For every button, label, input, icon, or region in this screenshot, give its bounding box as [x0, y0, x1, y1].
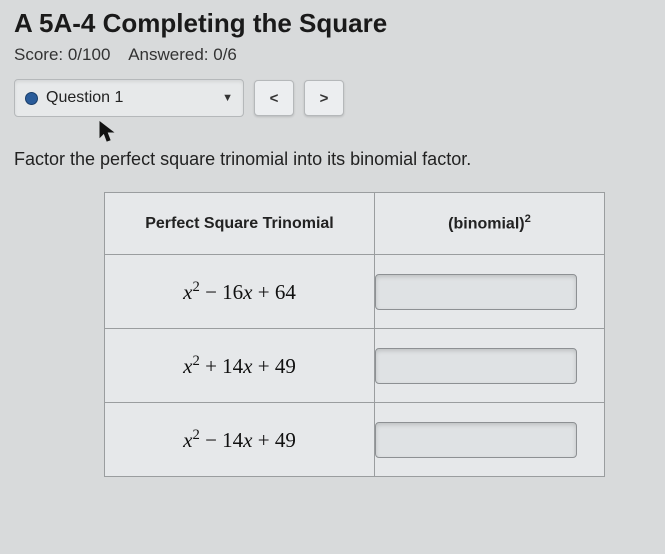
question-dropdown[interactable]: Question 1 ▼	[14, 79, 244, 117]
question-nav: Question 1 ▼ < >	[14, 79, 651, 117]
next-question-button[interactable]: >	[304, 80, 344, 116]
score-row: Score: 0/100 Answered: 0/6	[14, 45, 651, 65]
table-row: x2 − 16x + 64	[105, 255, 605, 329]
prev-question-button[interactable]: <	[254, 80, 294, 116]
answer-input[interactable]	[375, 274, 577, 310]
table-row: x2 − 14x + 49	[105, 403, 605, 477]
status-dot-icon	[25, 92, 38, 105]
answered-label: Answered: 0/6	[128, 45, 237, 64]
table-row: x2 + 14x + 49	[105, 329, 605, 403]
trinomial-expression: x2 + 14x + 49	[183, 354, 296, 378]
problem-table: Perfect Square Trinomial (binomial)2 x2 …	[104, 192, 605, 477]
question-label: Question 1	[46, 89, 123, 107]
score-label: Score: 0/100	[14, 45, 110, 64]
chevron-down-icon: ▼	[222, 92, 233, 104]
header-trinomial: Perfect Square Trinomial	[105, 193, 375, 255]
answer-input[interactable]	[375, 422, 577, 458]
answer-input[interactable]	[375, 348, 577, 384]
trinomial-expression: x2 − 14x + 49	[183, 428, 296, 452]
header-binomial: (binomial)2	[375, 193, 605, 255]
trinomial-expression: x2 − 16x + 64	[183, 280, 296, 304]
assignment-title: A 5A-4 Completing the Square	[14, 8, 651, 39]
question-prompt: Factor the perfect square trinomial into…	[14, 149, 651, 170]
